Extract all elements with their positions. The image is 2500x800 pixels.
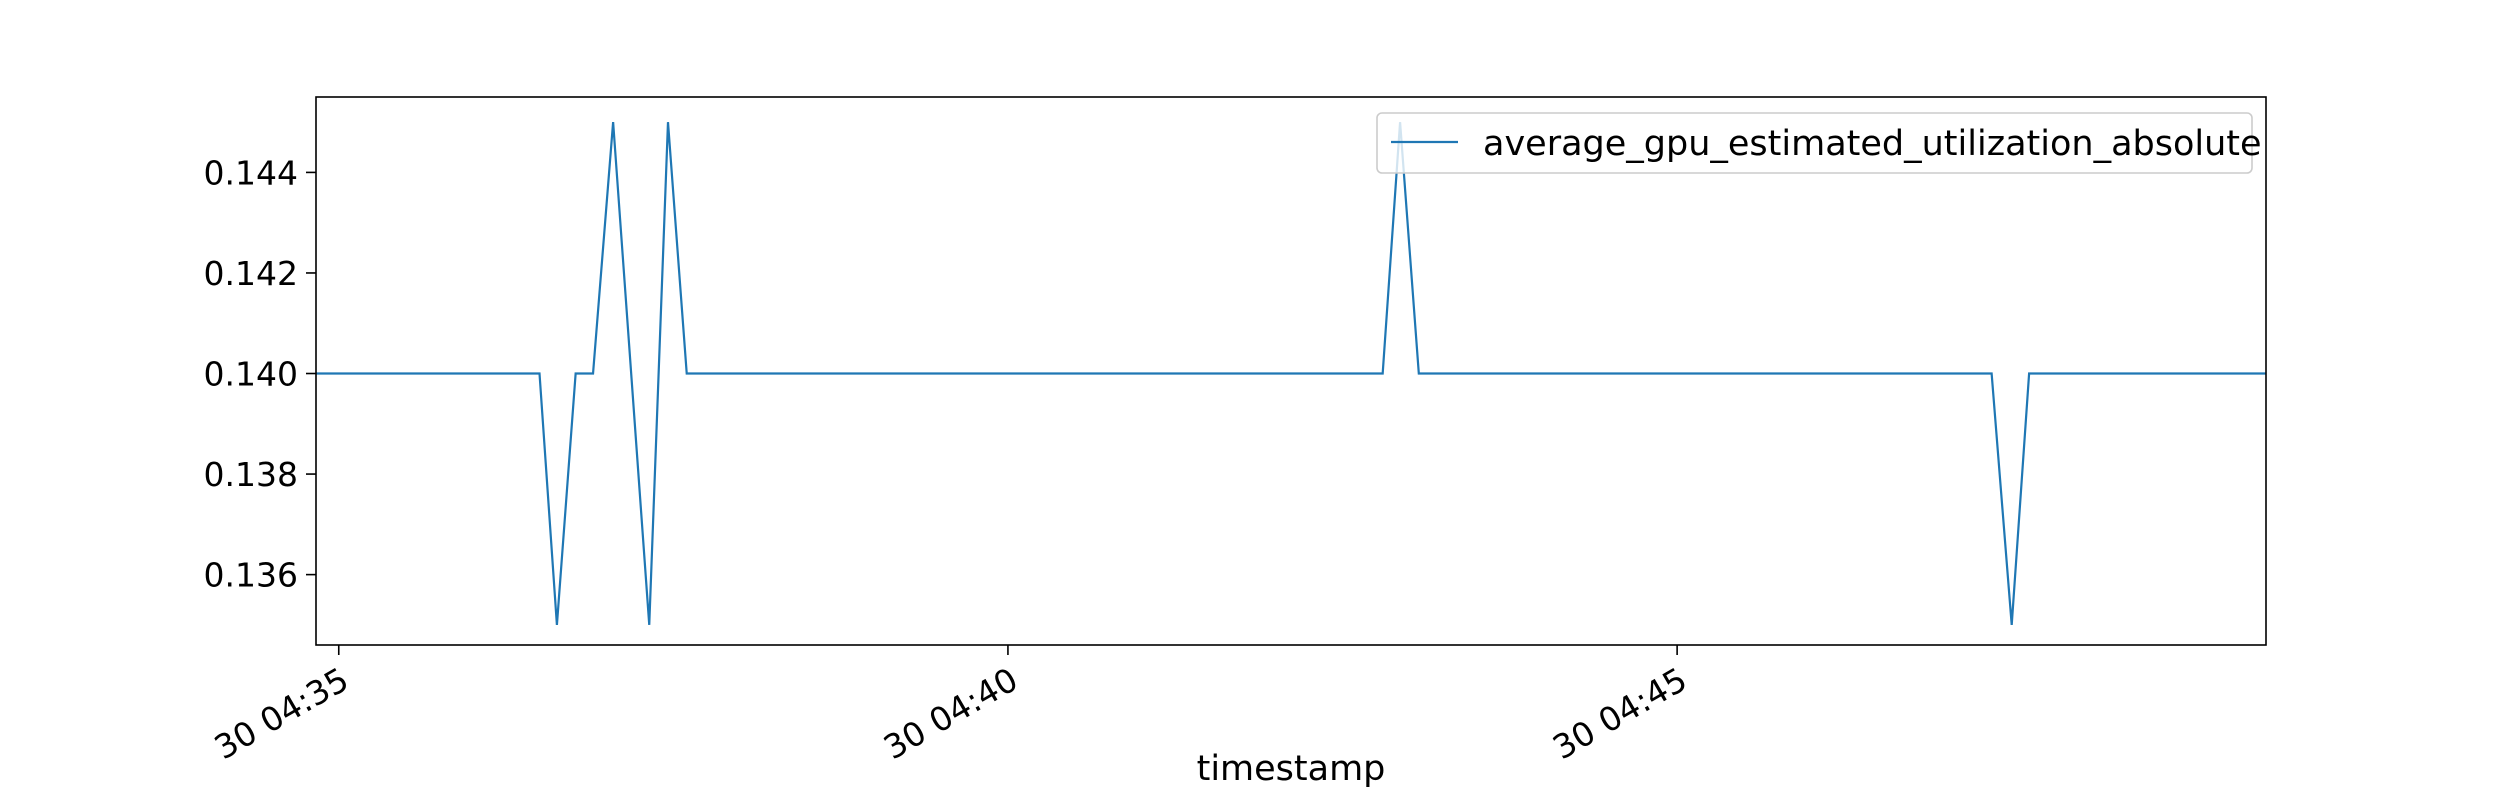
y-tick-label: 0.136 [204, 556, 298, 595]
legend-entry-label: average_gpu_estimated_utilization_absolu… [1483, 124, 2262, 164]
series-layer [316, 122, 2266, 625]
y-tick-label: 0.140 [204, 355, 298, 394]
axes-frame [315, 96, 2267, 646]
legend: average_gpu_estimated_utilization_absolu… [1376, 112, 2262, 174]
y-tick-label: 0.144 [204, 153, 298, 192]
y-tick-label: 0.142 [204, 254, 298, 293]
series-line-0 [316, 122, 2266, 625]
legend-box [1376, 112, 2253, 174]
x-axis-title: timestamp [1197, 749, 1386, 789]
y-tick-label: 0.138 [204, 455, 298, 494]
y-axis: 0.136 0.138 0.140 0.142 0.144 [204, 153, 316, 595]
